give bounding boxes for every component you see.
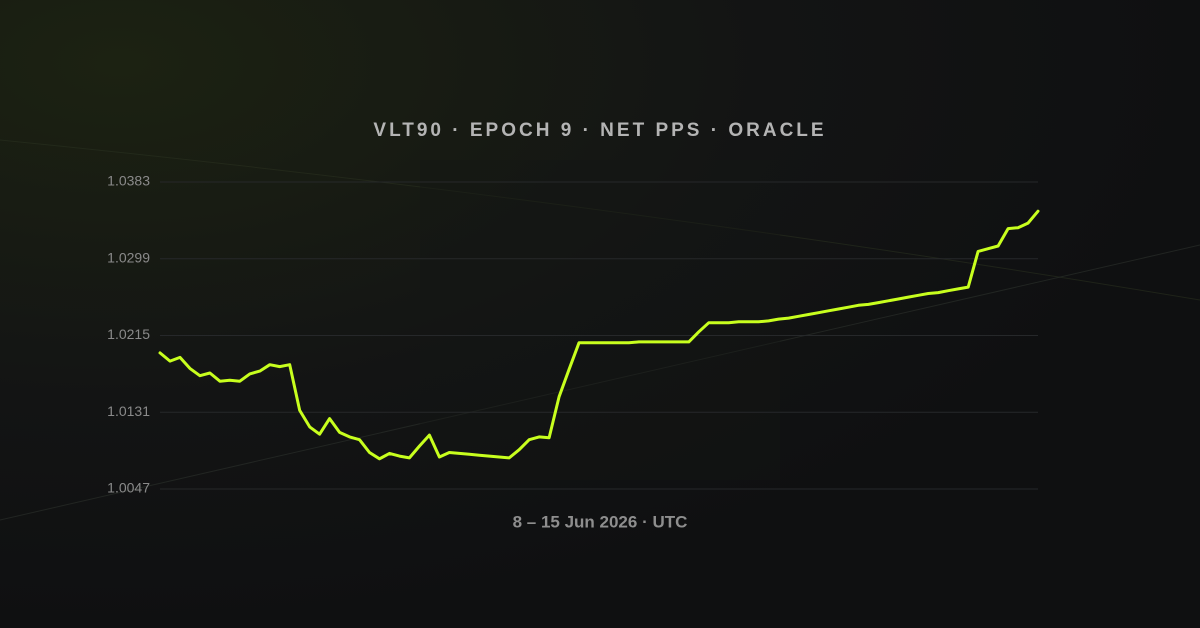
chart-title: VLT90 · EPOCH 9 · NET PPS · ORACLE <box>373 120 826 141</box>
price-line <box>158 209 1040 461</box>
x-axis-label: 8 – 15 Jun 2026 · UTC <box>513 512 688 531</box>
y-tick-label: 1.0215 <box>107 326 150 342</box>
decor-logo <box>420 160 780 480</box>
y-tick-label: 1.0047 <box>107 480 150 496</box>
y-tick-label: 1.0383 <box>107 173 150 189</box>
y-tick-label: 1.0131 <box>107 403 150 419</box>
decor-line <box>0 139 1200 301</box>
y-tick-label: 1.0299 <box>107 249 150 265</box>
decor-line <box>0 244 1200 521</box>
